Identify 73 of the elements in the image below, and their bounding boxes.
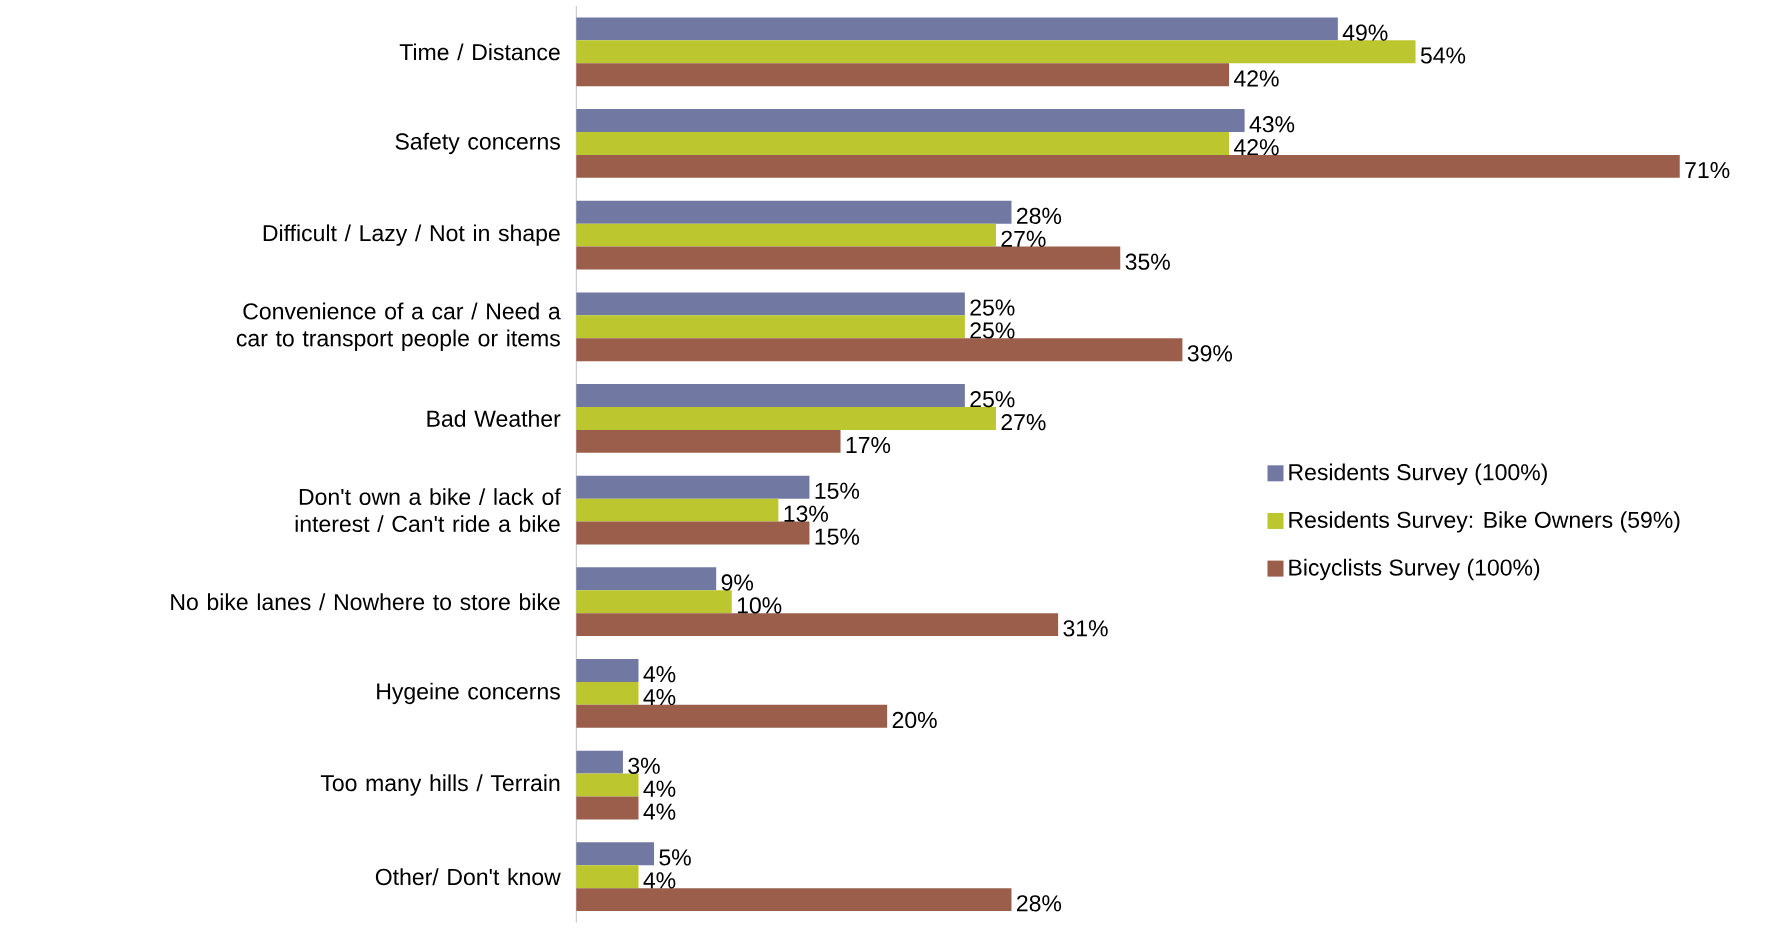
bar: [576, 750, 623, 774]
bar: [576, 40, 1416, 64]
data-label: 31%: [1063, 620, 1108, 637]
bar: [576, 17, 1338, 41]
bar: [576, 796, 639, 820]
legend-label: Bicyclists Survey (100%): [1289, 559, 1540, 581]
bar: [576, 613, 1059, 637]
data-label: 25%: [970, 391, 1015, 408]
y-tick-label: Safety concerns: [395, 132, 560, 155]
bar: [576, 705, 888, 728]
bar: [576, 842, 655, 866]
legend-label: Residents Survey (100%): [1289, 463, 1547, 486]
data-label: 27%: [1001, 230, 1046, 248]
y-tick-label: Convenience of a car / Need a car to transport people or items: [236, 302, 561, 352]
bar: [576, 200, 1012, 224]
data-label: 9%: [721, 574, 754, 591]
data-label: 42%: [1233, 139, 1279, 156]
y-tick-label: Other/ Don't know: [375, 868, 561, 886]
y-tick-label: Bad Weather: [427, 410, 561, 428]
data-label: 15%: [815, 528, 860, 545]
bar: [576, 338, 1183, 362]
bar: [576, 590, 732, 614]
bar: [576, 498, 779, 522]
y-tick-label: Too many hills / Terrain: [320, 774, 560, 797]
data-label: 10%: [737, 597, 782, 614]
data-label: 35%: [1125, 253, 1170, 271]
bar: [576, 521, 810, 545]
data-label: 27%: [1001, 414, 1046, 431]
data-label: 71%: [1685, 162, 1730, 179]
data-label: 54%: [1420, 47, 1466, 64]
bar: [576, 315, 965, 339]
data-label: 3%: [628, 757, 660, 775]
data-label: 17%: [846, 437, 891, 454]
bar: [576, 155, 1680, 179]
bar: [576, 132, 1230, 156]
bar: [576, 430, 841, 454]
data-label: 42%: [1233, 70, 1279, 87]
bar: [576, 292, 965, 316]
data-label: 15%: [815, 482, 860, 500]
data-label: 13%: [784, 505, 828, 523]
data-label: 5%: [659, 849, 691, 866]
bar: [576, 888, 1012, 912]
data-label: 43%: [1249, 116, 1295, 133]
bar: [576, 865, 639, 889]
data-label: 49%: [1342, 24, 1388, 41]
y-tick-label: Difficult / Lazy / Not in shape: [263, 224, 560, 247]
data-label: 4%: [643, 666, 676, 683]
y-tick-label: Time / Distance: [399, 43, 560, 61]
bar: [576, 384, 965, 408]
bar: [576, 773, 639, 797]
bar: [576, 109, 1245, 133]
data-label: 4%: [643, 689, 676, 706]
bar: [576, 567, 717, 591]
data-label: 20%: [892, 712, 937, 729]
bar: [576, 659, 639, 683]
y-tick-label: No bike lanes / Nowhere to store bike: [171, 593, 560, 611]
y-tick-label: Don't own a bike / lack of interest / Can't ride a bike: [295, 488, 561, 533]
bar: [576, 223, 996, 247]
data-label: 4%: [643, 872, 676, 889]
data-label: 28%: [1017, 895, 1062, 912]
bar: [576, 246, 1121, 270]
bar: [576, 475, 810, 499]
bar: [576, 682, 639, 706]
data-label: 25%: [970, 322, 1015, 339]
bar: [576, 407, 996, 431]
y-tick-label: Hygeine concerns: [377, 682, 560, 705]
legend-label: Residents Survey: Bike Owners (59%): [1289, 511, 1680, 533]
data-label: 4%: [643, 803, 676, 820]
data-label: 39%: [1187, 345, 1233, 362]
data-label: 25%: [970, 299, 1015, 316]
data-label: 4%: [643, 780, 676, 797]
data-label: 28%: [1017, 207, 1062, 225]
bar: [576, 63, 1230, 87]
